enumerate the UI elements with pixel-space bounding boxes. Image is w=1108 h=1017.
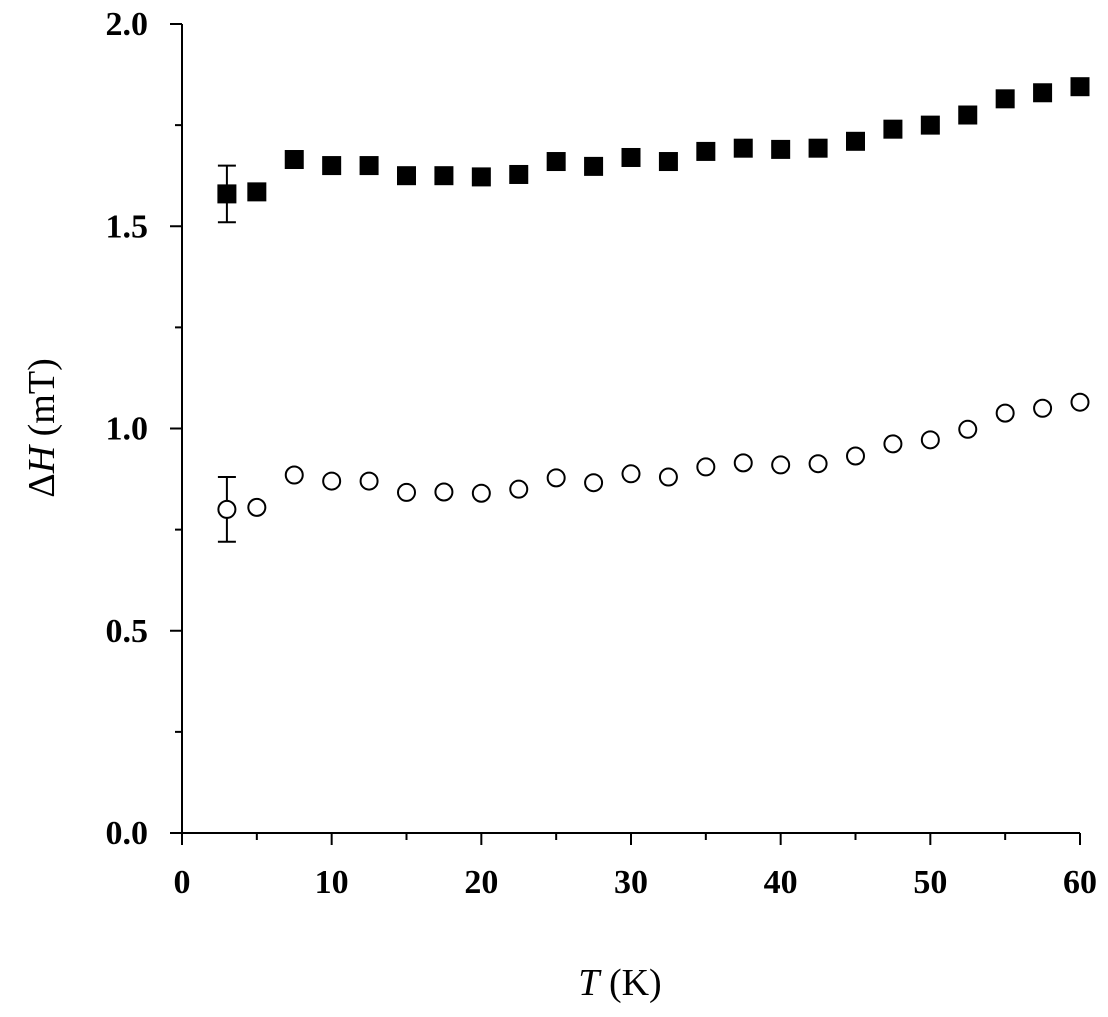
axes (181, 24, 1080, 834)
data-point-circle (397, 482, 416, 502)
data-point-square (397, 166, 416, 186)
data-point-square (846, 131, 865, 151)
data-point-circle (546, 468, 566, 488)
data-point-square (808, 138, 828, 158)
data-point-square (995, 89, 1015, 109)
data-point-square (920, 115, 940, 135)
x-tick-label: 40 (764, 864, 798, 901)
data-point-square (1070, 77, 1090, 97)
y-tick-label: 0.0 (106, 815, 149, 852)
data-series (217, 77, 1090, 543)
y-tick-label: 2.0 (106, 6, 149, 43)
y-axis-title: ΔH (mT) (21, 358, 63, 497)
data-point-circle (471, 483, 491, 503)
data-point-square (658, 152, 678, 172)
series-1 (217, 77, 1090, 224)
data-point-circle (434, 482, 454, 502)
data-point-circle (958, 419, 978, 439)
data-point-circle (584, 473, 604, 493)
data-point-square (1033, 83, 1053, 103)
data-point-circle (284, 465, 304, 485)
y-tick-label: 1.0 (106, 411, 149, 448)
data-point-square (621, 147, 641, 167)
data-point-square (217, 184, 237, 204)
data-point-circle (846, 446, 865, 466)
x-axis-title: T (K) (578, 962, 661, 1004)
data-point-circle (359, 471, 379, 491)
x-axis-symbol: T (578, 962, 602, 1004)
x-tick-label: 10 (315, 864, 349, 901)
data-point-circle (995, 403, 1015, 423)
data-point-square (584, 156, 604, 176)
data-point-square (509, 164, 529, 184)
data-point-circle (217, 499, 237, 519)
series-2 (217, 392, 1090, 543)
x-tick-label: 60 (1063, 864, 1097, 901)
data-point-square (284, 150, 304, 170)
data-point-square (322, 156, 342, 176)
data-point-circle (883, 434, 903, 454)
data-point-square (471, 167, 491, 187)
data-point-square (247, 182, 267, 202)
y-tick-label: 0.5 (106, 613, 149, 650)
data-point-square (883, 119, 903, 139)
data-point-square (546, 152, 566, 172)
data-point-circle (509, 479, 529, 499)
y-axis-unit: (mT) (21, 358, 63, 446)
data-point-circle (771, 455, 791, 475)
data-point-circle (696, 457, 716, 477)
x-tick-label: 50 (913, 864, 947, 901)
data-point-circle (808, 454, 828, 474)
data-point-circle (1033, 398, 1053, 418)
y-axis-symbol: H (21, 443, 63, 474)
x-axis-unit: (K) (599, 962, 661, 1004)
data-point-square (696, 141, 716, 161)
data-point-square (958, 105, 978, 125)
y-axis-symbol-prefix: Δ (21, 473, 63, 497)
data-point-square (359, 156, 379, 176)
data-point-circle (658, 467, 678, 487)
data-point-circle (920, 430, 940, 450)
x-tick-label: 30 (614, 864, 648, 901)
ticks: 0 10 20 30 40 50 60 0.0 0.5 1.0 1.5 2.0 (106, 6, 1098, 901)
data-point-circle (247, 497, 267, 517)
x-tick-label: 20 (464, 864, 498, 901)
data-point-square (434, 166, 454, 186)
x-tick-label: 0 (174, 864, 191, 901)
data-point-square (771, 139, 791, 159)
data-point-circle (1070, 392, 1090, 412)
data-point-circle (621, 464, 641, 484)
y-tick-label: 1.5 (106, 208, 149, 245)
data-point-circle (322, 471, 342, 491)
data-point-circle (733, 453, 753, 473)
data-point-square (733, 138, 753, 158)
